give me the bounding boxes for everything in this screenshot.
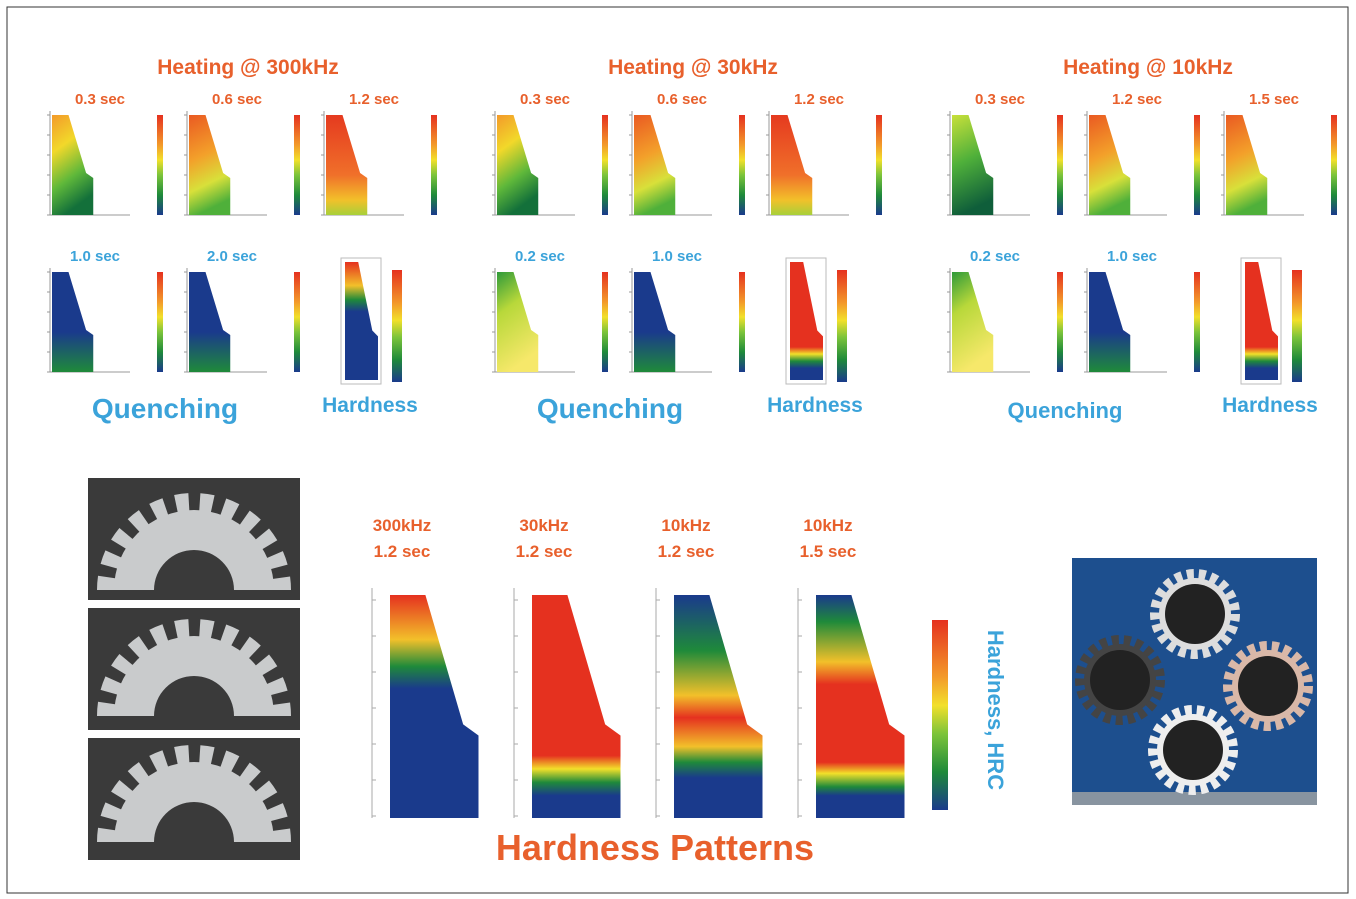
colorbar [157,272,163,372]
gear-segment [114,510,274,590]
profile [771,115,813,215]
profile [1089,115,1131,215]
colorbar [876,115,882,215]
colorbar [1292,270,1302,382]
pattern-profile [390,595,479,818]
border [6,6,1349,894]
hardness-label: Hardness [767,394,863,417]
heating-time: 0.6 sec [657,91,707,108]
quench-time: 1.0 sec [1107,248,1157,265]
hardness-frame [1240,257,1282,385]
profile [952,115,994,215]
heating-time: 1.2 sec [794,91,844,108]
hardness-profile [1245,262,1278,380]
pattern-profile [816,595,905,818]
pattern-time: 1.2 sec [516,542,573,561]
colorbar [1194,272,1200,372]
profile [189,115,231,215]
profile [634,115,676,215]
profile [1226,115,1268,215]
colorbar [431,115,437,215]
quenching-label: Quenching [1008,398,1123,423]
gear-segment [114,762,274,842]
profile [634,272,676,372]
colorbar [739,272,745,372]
quenching-label: Quenching [537,393,683,424]
colorbar [837,270,847,382]
quench-time: 0.2 sec [515,248,565,265]
pattern-frequency: 300kHz [373,516,432,535]
gear-teeth [1075,635,1165,725]
pattern-frequency: 10kHz [661,516,710,535]
profile [52,115,94,215]
heating-time: 1.2 sec [349,91,399,108]
colorbar [739,115,745,215]
heating-time: 0.3 sec [975,91,1025,108]
patterns-title: Hardness Patterns [496,827,814,868]
profile [52,272,94,372]
profile [326,115,368,215]
gear-segment [114,636,274,716]
quench-time: 1.0 sec [652,248,702,265]
colorbar [294,272,300,372]
gear-core [1238,656,1298,716]
colorbar-label: Hardness, HRC [983,630,1008,790]
pattern-time: 1.5 sec [800,542,857,561]
gear-core [1163,720,1223,780]
pattern-frequency: 10kHz [803,516,852,535]
hardness-frame [340,257,382,385]
hardness-profile [345,262,378,380]
profile [189,272,231,372]
quench-time: 2.0 sec [207,248,257,265]
quench-time: 1.0 sec [70,248,120,265]
pattern-profile [674,595,763,818]
colorbar [1057,115,1063,215]
group-title: Heating @ 10kHz [1063,56,1233,79]
colorbar [1057,272,1063,372]
photo-base [1072,792,1317,805]
colorbar [1331,115,1337,215]
colorbar [602,115,608,215]
pattern-time: 1.2 sec [374,542,431,561]
colorbar [392,270,402,382]
profile [497,115,539,215]
pattern-frequency: 30kHz [519,516,568,535]
heating-time: 1.2 sec [1112,91,1162,108]
heating-time: 0.3 sec [520,91,570,108]
heating-time: 0.3 sec [75,91,125,108]
gear-core [1165,584,1225,644]
hardness-frame [785,257,827,385]
colorbar [157,115,163,215]
colorbar [1194,115,1200,215]
profile [1089,272,1131,372]
pattern-profile [532,595,621,818]
hardness-label: Hardness [1222,394,1318,417]
group-title: Heating @ 30kHz [608,56,778,79]
profile [952,272,994,372]
quenching-label: Quenching [92,393,238,424]
gear-teeth [1150,569,1240,659]
quench-time: 0.2 sec [970,248,1020,265]
hardness-profile [790,262,823,380]
heating-time: 0.6 sec [212,91,262,108]
profile [497,272,539,372]
colorbar [602,272,608,372]
pattern-time: 1.2 sec [658,542,715,561]
hardness-label: Hardness [322,394,418,417]
heating-time: 1.5 sec [1249,91,1299,108]
colorbar [294,115,300,215]
gear-teeth [1148,705,1238,795]
group-title: Heating @ 300kHz [157,56,339,79]
colorbar [932,620,948,810]
gear-core [1090,650,1150,710]
gear-teeth [1223,641,1313,731]
